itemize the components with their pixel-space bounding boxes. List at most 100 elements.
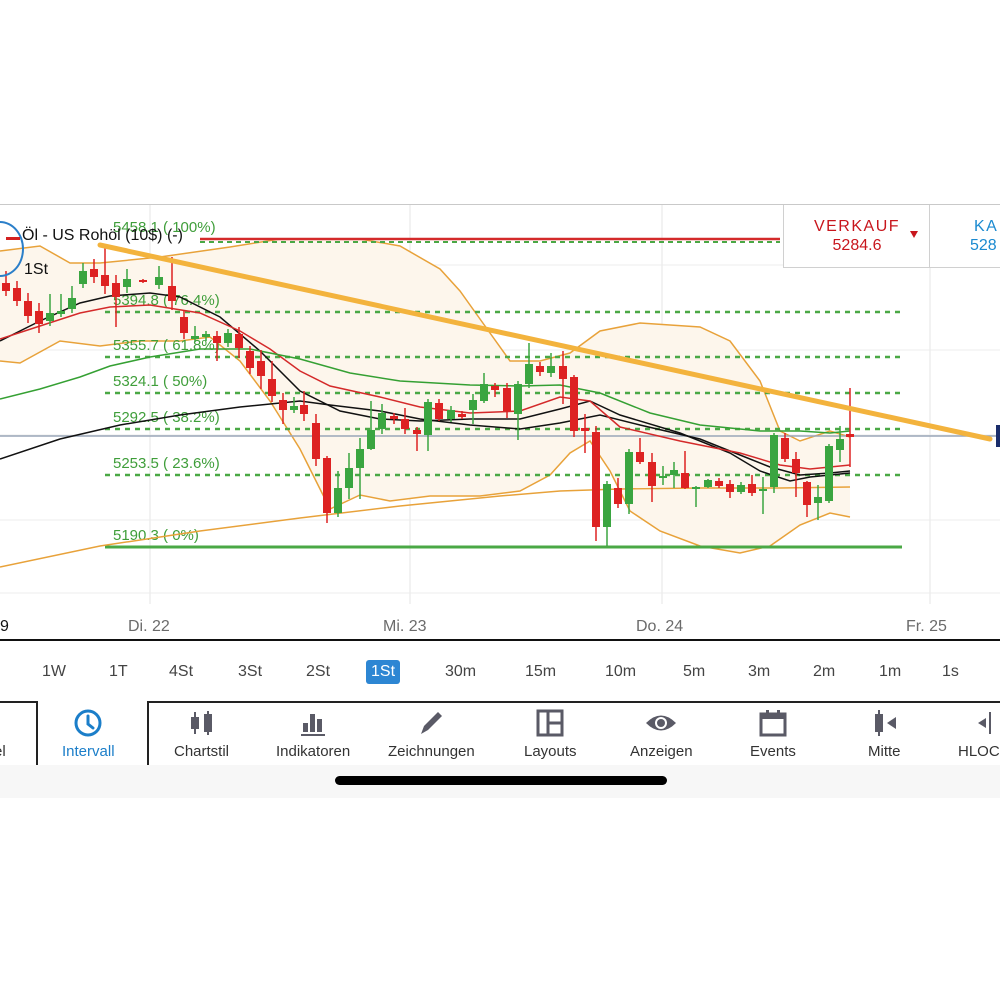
candle-bear: [581, 428, 589, 431]
candle-bear: [235, 334, 243, 348]
hloc-icon: [958, 707, 1000, 739]
candle-bull: [334, 488, 342, 513]
timeframe-30m[interactable]: 30m: [445, 663, 477, 680]
candle-bull: [367, 430, 375, 449]
toolbar-mitte-button[interactable]: Mitte: [868, 707, 901, 760]
buy-button[interactable]: KA 528: [929, 205, 1000, 268]
timeframe-selector: 1W 1T 4St 3St 2St 1St 30m 15m 10m 5m 3m 2m 1m 1s: [0, 641, 1000, 699]
candle-bull: [155, 277, 163, 285]
toolbar-events-button[interactable]: Events: [750, 707, 796, 760]
candle-bear: [792, 459, 800, 473]
candle-bear: [101, 275, 109, 286]
candle-bull: [759, 489, 767, 491]
timeframe-5m[interactable]: 5m: [683, 663, 706, 680]
candle-bull: [123, 279, 131, 287]
timeframe-2m[interactable]: 2m: [813, 663, 836, 680]
candle-bear: [35, 311, 43, 324]
toolbar-el-button[interactable]: el: [0, 707, 6, 760]
top-blank-area: [0, 0, 1000, 204]
candle-bear: [648, 462, 656, 486]
fib-label: 5190.3 ( 0%): [113, 527, 199, 544]
instrument-title: Öl - US Rohöl (10$) (-): [22, 227, 183, 244]
x-axis-label: 9: [0, 618, 9, 635]
candle-bear: [726, 484, 734, 492]
candle-bull: [79, 271, 87, 284]
timeframe-1s[interactable]: 1s: [942, 663, 959, 680]
toolbar-label: Mitte: [868, 743, 901, 760]
ma-red: [0, 304, 851, 470]
candle-bear: [268, 379, 276, 396]
candle-bear: [803, 482, 811, 505]
candle-bull: [202, 334, 210, 337]
candle-bull: [836, 439, 844, 450]
timeframe-2st[interactable]: 2St: [306, 663, 331, 680]
candle-bear: [748, 484, 756, 493]
timeframe-1st[interactable]: 1St: [366, 660, 401, 684]
sell-button[interactable]: VERKAUF 5284.6: [783, 205, 931, 268]
candle-bear: [168, 286, 176, 301]
candle-bear: [390, 416, 398, 419]
toolbar-hloc-button[interactable]: HLOC: [958, 707, 1000, 760]
candle-bull: [378, 413, 386, 429]
timeframe-4st[interactable]: 4St: [169, 663, 194, 680]
sell-label: VERKAUF: [813, 218, 901, 235]
toolbar-label: Anzeigen: [630, 743, 693, 760]
candle-bear: [279, 400, 287, 410]
candle-bear: [180, 317, 188, 333]
candle-bear: [614, 488, 622, 504]
toolbar-indikatoren-button[interactable]: Indikatoren: [276, 707, 350, 760]
timeframe-3m[interactable]: 3m: [748, 663, 771, 680]
candle-bear: [536, 366, 544, 372]
timeframe-1t[interactable]: 1T: [109, 663, 128, 680]
candle-bear: [24, 301, 32, 316]
candle-bear: [257, 361, 265, 376]
bollinger-lower: [0, 336, 851, 554]
candle-bear: [312, 423, 320, 459]
chart-canvas[interactable]: 5458.1 ( 100%) 5394.8 ( 76.4%) 5355.7 ( 61…: [0, 205, 1000, 641]
candle-bear: [13, 288, 21, 301]
home-indicator[interactable]: [335, 776, 667, 785]
toolbar-intervall-button[interactable]: Intervall: [62, 707, 115, 760]
toolbar-label: Events: [750, 743, 796, 760]
candle-bull: [480, 384, 488, 401]
fib-label: 5355.7 ( 61.8%): [113, 337, 220, 354]
timeframe-3st[interactable]: 3St: [238, 663, 263, 680]
partial-icon: [0, 707, 6, 739]
candle-bear: [139, 280, 147, 282]
timeframe-1m[interactable]: 1m: [879, 663, 902, 680]
timeframe-10m[interactable]: 10m: [605, 663, 637, 680]
candle-bull: [345, 468, 353, 488]
toolbar-label: Indikatoren: [276, 743, 351, 760]
toolbar-zeichnungen-button[interactable]: Zeichnungen: [388, 707, 475, 760]
toolbar-anzeigen-button[interactable]: Anzeigen: [630, 707, 693, 760]
buy-price: 528: [970, 237, 997, 254]
x-axis-label: Di. 22: [128, 618, 170, 635]
toolbar-chartstil-button[interactable]: Chartstil: [174, 707, 229, 760]
price-chart[interactable]: 5458.1 ( 100%) 5394.8 ( 76.4%) 5355.7 ( 61…: [0, 204, 1000, 641]
trendline: [97, 242, 993, 442]
candle-bull: [670, 470, 678, 475]
timeframe-1w[interactable]: 1W: [42, 663, 66, 680]
eye-icon: [630, 707, 693, 739]
candle-bull: [525, 364, 533, 384]
candle-bear: [846, 434, 854, 437]
clock-icon: [62, 707, 115, 739]
candle-bear: [90, 269, 98, 277]
candle-bull: [704, 480, 712, 487]
candle-bull: [46, 313, 54, 321]
ma-black-long: [0, 400, 851, 476]
toolbar-label: el: [0, 743, 6, 760]
timeframe-15m[interactable]: 15m: [525, 663, 557, 680]
candle-bear: [781, 438, 789, 459]
pencil-icon: [388, 707, 475, 739]
candle-bear: [458, 414, 466, 417]
x-axis-divider: [0, 639, 1000, 641]
sell-price: 5284.6: [832, 237, 882, 254]
candle-bear: [636, 452, 644, 462]
candle-bull: [547, 366, 555, 373]
candle-bull: [825, 446, 833, 501]
toolbar-layouts-button[interactable]: Layouts: [524, 707, 577, 760]
toolbar-frame-right: [147, 701, 1000, 767]
candle-bull: [625, 452, 633, 504]
toolbar-label: Layouts: [524, 743, 577, 760]
